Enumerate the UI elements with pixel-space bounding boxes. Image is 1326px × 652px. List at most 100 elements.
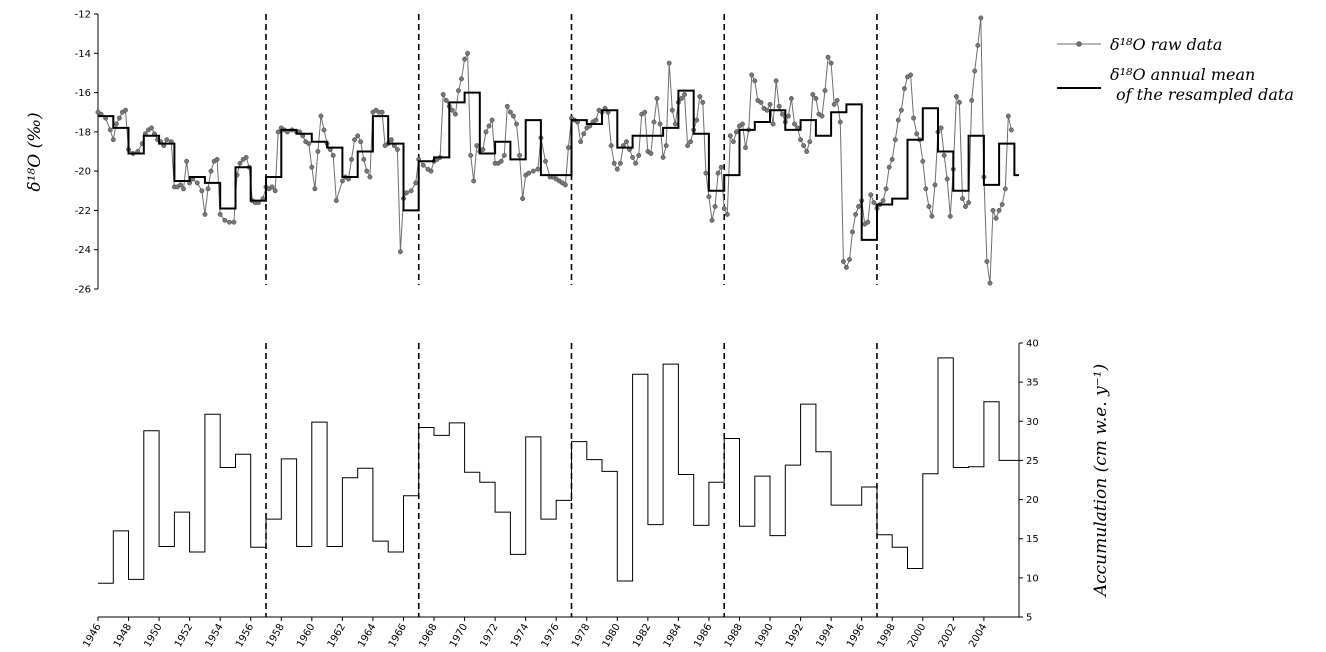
raw-data-point [685,143,691,149]
raw-data-point [194,180,200,186]
legend-raw-label: δ¹⁸O raw data [1110,35,1222,54]
raw-data-point [865,219,871,225]
bottom-x-tick-label: 1976 [540,622,562,650]
raw-data-point [898,107,904,113]
raw-data-point [452,111,458,117]
top-y-tick-label: -18 [75,127,91,138]
raw-data-point [853,211,859,217]
raw-data-point [648,151,654,156]
raw-data-point [669,107,675,113]
raw-data-point [883,186,889,192]
raw-data-point [926,204,932,209]
raw-data-point [530,168,536,174]
raw-data-point [776,103,782,109]
raw-data-point [1002,186,1008,192]
raw-data-point [987,280,993,286]
raw-data-point [608,143,614,149]
bottom-x-tick-label: 1992 [784,622,806,650]
raw-data-point [404,190,409,196]
raw-data-point [565,145,571,151]
raw-data-point [978,15,984,21]
raw-data-point [459,76,464,82]
bottom-x-tick-label: 1988 [723,622,745,650]
annual-mean-line [98,89,1019,241]
raw-data-point [938,125,944,131]
bottom-x-tick-label: 1952 [173,622,195,650]
raw-data-point [205,186,211,192]
top-y-tick-label: -16 [75,88,91,99]
raw-data-point [397,249,403,255]
raw-data-point [975,42,981,48]
raw-data-point [895,117,901,123]
raw-data-point [911,115,917,121]
raw-data-point [663,143,669,149]
raw-data-point [831,101,837,107]
raw-data-point [413,180,419,186]
raw-data-point [666,60,672,66]
bottom-x-ticks: 1946 1948 1950 1952 1954 1956 1958 1960 1962 1964… [81,617,989,650]
raw-data-point [660,154,666,160]
annual-mean-series [98,89,1019,241]
raw-data-point [749,72,755,78]
bottom-x-tick-label: 1962 [326,622,348,650]
top-y-ticks: -12 -14 -16 -18 -20 -22 -24 -26 [75,10,98,296]
raw-data-point [993,215,999,221]
raw-data-point [914,131,920,137]
raw-data-point [361,156,367,162]
raw-data-point [947,213,953,219]
raw-data-point [804,149,810,154]
raw-data-point [123,107,128,113]
accumulation-series [98,357,1019,584]
accumulation-panel: 5 10 15 20 25 30 35 40 1946 1948 1950 1952 1954 1956… [81,339,1111,650]
raw-data-point [856,204,862,209]
raw-data-point [651,119,657,125]
raw-data-point [953,94,959,99]
raw-data-point [358,139,364,145]
bottom-x-tick-label: 1948 [112,622,134,650]
raw-data-point [535,166,541,172]
raw-data-point [526,170,532,176]
raw-data-point [694,117,700,123]
raw-data-point [181,186,186,192]
raw-data-point [456,88,461,94]
top-y-tick-label: -14 [75,49,91,60]
raw-data-point [688,139,694,145]
raw-data-line [97,17,1012,284]
raw-data-point [740,121,745,127]
raw-data-point [480,147,486,152]
top-y-tick-label: -12 [75,10,91,21]
raw-data-point [727,133,733,139]
raw-data-point [269,184,275,190]
top-y-tick-label: -26 [75,285,91,296]
raw-data-point [792,121,797,127]
raw-data-point [785,113,791,119]
raw-data-point [462,56,468,62]
raw-data-point [468,152,474,158]
raw-data-point [706,194,712,200]
raw-data-point [486,123,492,129]
raw-data-point [840,259,846,264]
legend: δ¹⁸O raw data δ¹⁸O annual mean of the re… [1057,35,1294,104]
raw-data-point [349,156,354,162]
bottom-x-tick-label: 2004 [967,622,989,650]
raw-data-point [657,121,663,127]
raw-data-point [969,97,975,103]
raw-data-point [624,139,629,145]
raw-data-point [226,219,232,225]
raw-data-point [578,139,584,145]
raw-data-point [510,113,516,119]
raw-data-point [113,121,119,127]
raw-data-point [420,162,426,168]
raw-data-point [581,131,587,137]
raw-data-point [388,137,394,143]
raw-data-point [520,196,526,202]
raw-data-point [275,129,281,135]
raw-data-point [214,156,220,162]
raw-data-point [636,152,642,158]
raw-data-point [315,149,321,154]
raw-data-point [309,164,315,170]
raw-data-point [743,145,749,151]
raw-data-point [996,207,1002,213]
raw-data-point [850,229,855,235]
raw-data-point [944,176,950,182]
